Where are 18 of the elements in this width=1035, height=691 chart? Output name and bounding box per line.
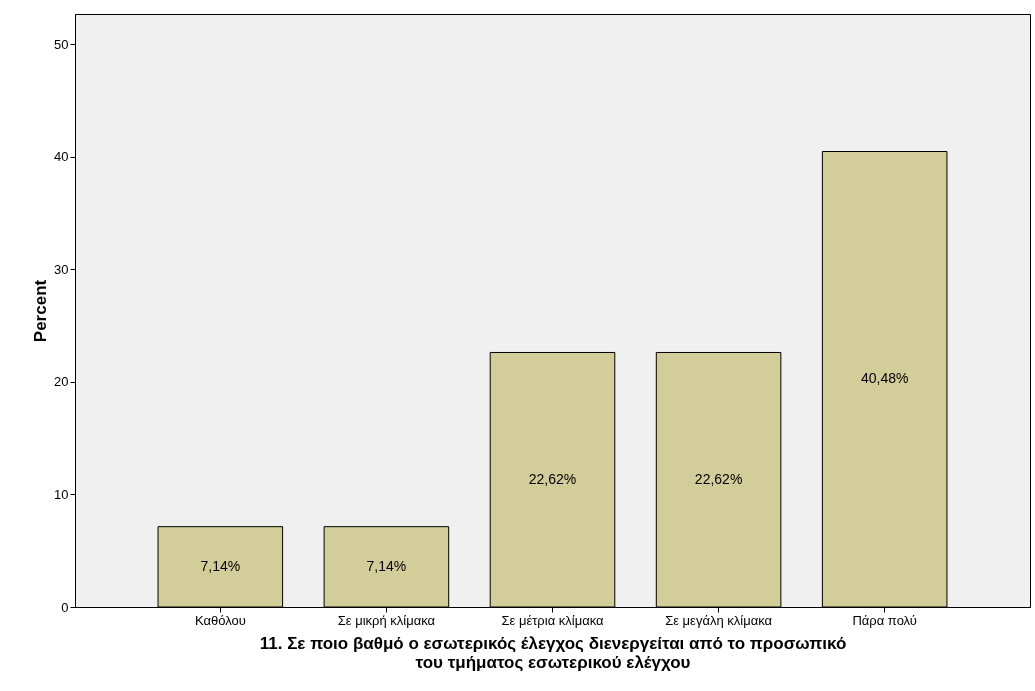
y-tick-label: 50 [54,36,69,52]
y-tick-label: 10 [54,486,69,502]
y-tick-label: 0 [61,599,69,615]
x-tick-label: Πάρα πολύ [852,612,917,628]
data-label: 7,14% [200,557,241,574]
y-tick-label: 30 [54,261,69,277]
y-tick-label: 20 [54,374,69,390]
data-label: 22,62% [528,470,577,487]
data-label: 40,48% [860,370,909,387]
data-label: 22,62% [694,470,743,487]
x-tick-label: Καθόλου [194,612,246,628]
x-tick-label: Σε μεγάλη κλίμακα [665,612,773,628]
y-tick-label: 40 [54,149,69,165]
y-axis-title: Percent [31,279,51,343]
x-tick-label: Σε μέτρια κλίμακα [501,612,604,628]
x-axis-title: 11. Σε ποιο βαθμό ο εσωτερικός έλεγχος διενεργείται από το προσωπικό του τμήματος εσωτερικού ελέγχου [259,633,847,672]
x-tick-label: Σε μικρή κλίμακα [337,612,436,628]
data-label: 7,14% [366,557,407,574]
